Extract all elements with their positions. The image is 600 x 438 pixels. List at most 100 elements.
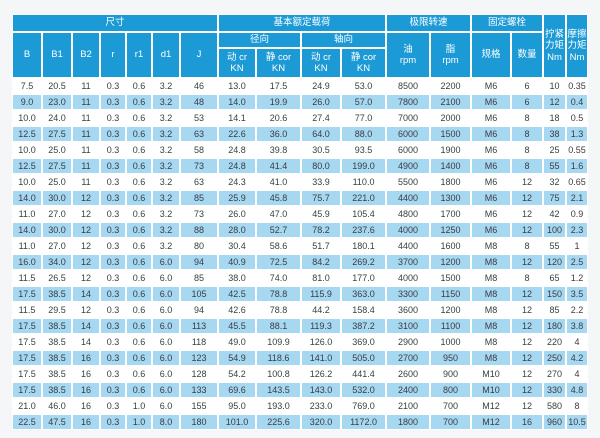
table-cell: 72.5 <box>256 254 302 270</box>
table-cell: M8 <box>471 286 512 302</box>
table-cell: 2400 <box>386 382 431 398</box>
table-cell: 8 <box>511 142 544 158</box>
table-cell: 4000 <box>386 270 431 286</box>
table-cell: 38.5 <box>42 366 72 382</box>
table-cell: 441.4 <box>341 366 387 382</box>
table-cell: 769.0 <box>341 398 387 414</box>
table-cell: 75 <box>543 190 567 206</box>
table-cell: M6 <box>471 158 512 174</box>
table-cell: 27.0 <box>42 206 72 222</box>
table-cell: 0.3 <box>100 126 126 142</box>
table-cell: 118.6 <box>256 350 302 366</box>
table-cell: 2700 <box>386 350 431 366</box>
table-cell: 73 <box>180 158 219 174</box>
table-cell: 8500 <box>386 78 431 94</box>
table-cell: 0.3 <box>100 190 126 206</box>
table-cell: 6.0 <box>152 382 180 398</box>
table-cell: 84.2 <box>301 254 342 270</box>
table-cell: 4800 <box>386 206 431 222</box>
table-cell: 199.0 <box>341 158 387 174</box>
table-cell: 52.7 <box>256 222 302 238</box>
table-cell: 14.0 <box>218 94 257 110</box>
table-cell: 270 <box>543 366 567 382</box>
table-cell: 88.0 <box>341 126 387 142</box>
table-cell: 8 <box>511 158 544 174</box>
table-cell: 16 <box>72 398 100 414</box>
table-cell: 2.5 <box>566 254 589 270</box>
table-cell: 2600 <box>386 366 431 382</box>
table-cell: 1900 <box>430 142 472 158</box>
table-cell: 16 <box>72 414 100 430</box>
table-cell: 14 <box>72 334 100 350</box>
table-cell: 1172.0 <box>341 414 387 430</box>
table-cell: 7.5 <box>12 78 42 94</box>
table-cell: 1400 <box>430 158 472 174</box>
header-col-r1: r1 <box>126 32 152 78</box>
table-cell: 0.3 <box>100 350 126 366</box>
header-tightening-torque: 拧紧 力矩 Nm <box>543 14 567 78</box>
table-cell: 101.0 <box>218 414 257 430</box>
table-cell: 0.35 <box>566 78 589 94</box>
table-cell: 24.8 <box>218 142 257 158</box>
table-cell: 65 <box>543 270 567 286</box>
table-cell: 233.0 <box>301 398 342 414</box>
table-cell: 1 <box>566 238 589 254</box>
table-cell: 18 <box>543 110 567 126</box>
table-cell: 45.5 <box>218 318 257 334</box>
table-cell: 20.6 <box>256 110 302 126</box>
table-cell: 0.6 <box>126 238 152 254</box>
table-cell: 1250 <box>430 222 472 238</box>
table-cell: 143.5 <box>256 382 302 398</box>
table-cell: 55 <box>543 238 567 254</box>
table-row: 12.5 27.5 11 0.3 0.6 3.2 73 24.8 41.4 80.0 199.0 49… <box>12 158 589 174</box>
table-row: 17.5 38.5 16 0.3 0.6 6.0 133 69.6 143.5 143.0 532.… <box>12 382 589 398</box>
table-cell: 119.3 <box>301 318 342 334</box>
table-cell: 3.5 <box>566 286 589 302</box>
table-cell: 78.8 <box>256 286 302 302</box>
table-cell: 13.0 <box>218 78 257 94</box>
table-cell: 27.5 <box>42 126 72 142</box>
table-cell: 143.0 <box>301 382 342 398</box>
table-cell: 17.5 <box>12 366 42 382</box>
table-cell: 12 <box>72 190 100 206</box>
table-cell: 2.3 <box>566 222 589 238</box>
table-cell: 80.0 <box>301 158 342 174</box>
table-row: 17.5 38.5 16 0.3 0.6 6.0 123 54.9 118.6 141.0 505.… <box>12 350 589 366</box>
table-cell: 4400 <box>386 238 431 254</box>
table-cell: 113 <box>180 318 219 334</box>
table-cell: M8 <box>471 334 512 350</box>
table-cell: 16 <box>72 350 100 366</box>
table-cell: 0.6 <box>126 126 152 142</box>
table-cell: 0.3 <box>100 302 126 318</box>
table-cell: 24.0 <box>42 110 72 126</box>
table-cell: 0.6 <box>126 350 152 366</box>
table-cell: 12 <box>511 222 544 238</box>
table-cell: 118 <box>180 334 219 350</box>
table-cell: 158.4 <box>341 302 387 318</box>
table-cell: 0.3 <box>100 238 126 254</box>
table-cell: 6.0 <box>152 350 180 366</box>
table-cell: 1200 <box>430 302 472 318</box>
table-cell: M8 <box>471 350 512 366</box>
table-cell: 88 <box>180 222 219 238</box>
table-cell: 10.0 <box>12 174 42 190</box>
table-cell: 3.2 <box>152 190 180 206</box>
table-cell: 69.6 <box>218 382 257 398</box>
table-cell: 38.5 <box>42 350 72 366</box>
table-cell: 6.0 <box>152 254 180 270</box>
table-cell: 580 <box>543 398 567 414</box>
table-cell: 25.0 <box>42 174 72 190</box>
table-cell: 30.4 <box>218 238 257 254</box>
table-cell: 7000 <box>386 110 431 126</box>
table-cell: 0.3 <box>100 398 126 414</box>
header-col-b1: B1 <box>42 32 72 78</box>
table-cell: 0.6 <box>126 302 152 318</box>
header-group-fixing-bolt: 固定螺栓 <box>471 14 544 32</box>
table-cell: 3.8 <box>566 318 589 334</box>
table-row: 11.5 26.5 12 0.3 0.6 6.0 85 38.0 74.0 81.0 177.0 40… <box>12 270 589 286</box>
table-cell: 100 <box>543 222 567 238</box>
table-cell: 38.5 <box>42 318 72 334</box>
table-cell: 0.6 <box>126 78 152 94</box>
table-cell: 4.8 <box>566 382 589 398</box>
table-cell: 58 <box>180 142 219 158</box>
